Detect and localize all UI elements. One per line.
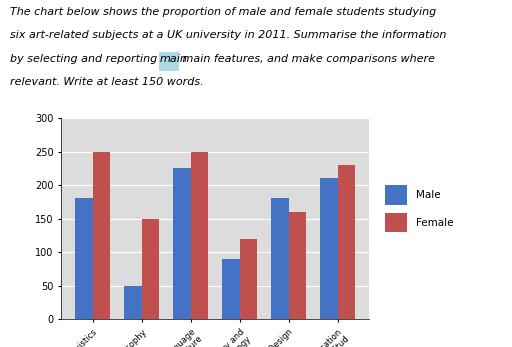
- Text: six art-related subjects at a UK university in 2011. Summarise the information: six art-related subjects at a UK univers…: [10, 31, 446, 40]
- Bar: [289, 212, 306, 319]
- Bar: [321, 178, 337, 319]
- Text: relevant. Write at least 150 words.: relevant. Write at least 150 words.: [10, 77, 204, 87]
- Bar: [174, 168, 190, 319]
- Text: Male: Male: [416, 190, 440, 200]
- Bar: [124, 286, 141, 319]
- Bar: [75, 198, 93, 319]
- Bar: [141, 219, 159, 319]
- Bar: [337, 165, 355, 319]
- Text: main: main: [160, 54, 187, 64]
- Bar: [93, 152, 110, 319]
- Text: The chart below shows the proportion of male and female students studying: The chart below shows the proportion of …: [10, 7, 437, 17]
- Bar: [222, 259, 240, 319]
- Text: by selecting and reporting the main features, and make comparisons where: by selecting and reporting the main feat…: [10, 54, 435, 64]
- Bar: [240, 239, 257, 319]
- FancyBboxPatch shape: [385, 213, 407, 232]
- Bar: [190, 152, 208, 319]
- FancyBboxPatch shape: [159, 52, 179, 71]
- FancyBboxPatch shape: [385, 185, 407, 205]
- Text: Female: Female: [416, 218, 453, 228]
- Bar: [271, 198, 289, 319]
